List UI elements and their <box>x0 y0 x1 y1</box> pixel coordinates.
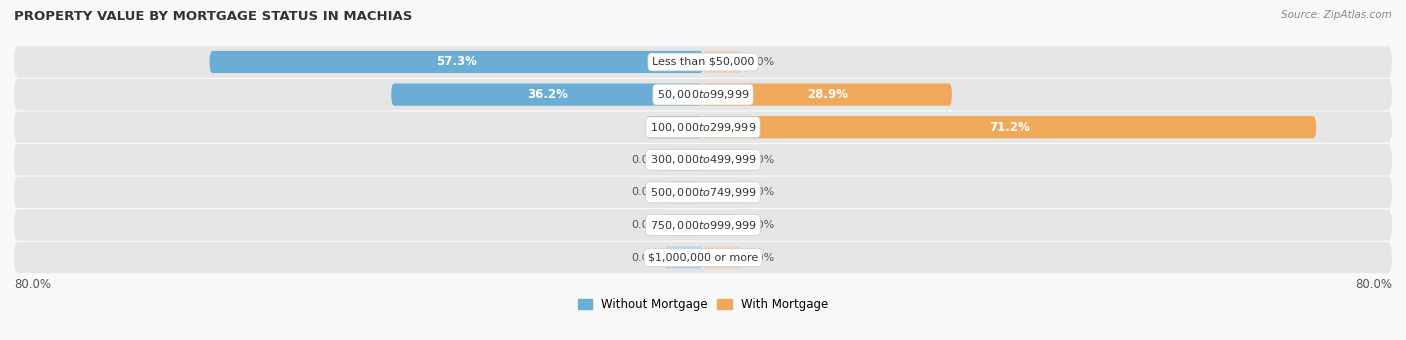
Text: $100,000 to $299,999: $100,000 to $299,999 <box>650 121 756 134</box>
FancyBboxPatch shape <box>391 84 703 106</box>
Text: $750,000 to $999,999: $750,000 to $999,999 <box>650 219 756 232</box>
Text: 0.0%: 0.0% <box>747 253 775 262</box>
FancyBboxPatch shape <box>703 214 742 236</box>
Text: 0.0%: 0.0% <box>747 155 775 165</box>
Text: 0.0%: 0.0% <box>631 187 659 198</box>
Text: PROPERTY VALUE BY MORTGAGE STATUS IN MACHIAS: PROPERTY VALUE BY MORTGAGE STATUS IN MAC… <box>14 10 412 23</box>
FancyBboxPatch shape <box>14 46 1392 78</box>
FancyBboxPatch shape <box>703 51 742 73</box>
FancyBboxPatch shape <box>664 214 703 236</box>
Legend: Without Mortgage, With Mortgage: Without Mortgage, With Mortgage <box>574 293 832 316</box>
FancyBboxPatch shape <box>14 177 1392 208</box>
FancyBboxPatch shape <box>14 209 1392 241</box>
FancyBboxPatch shape <box>703 149 742 171</box>
Text: 0.0%: 0.0% <box>631 220 659 230</box>
Text: $500,000 to $749,999: $500,000 to $749,999 <box>650 186 756 199</box>
FancyBboxPatch shape <box>703 181 742 203</box>
FancyBboxPatch shape <box>14 242 1392 273</box>
FancyBboxPatch shape <box>703 116 1316 138</box>
FancyBboxPatch shape <box>664 181 703 203</box>
FancyBboxPatch shape <box>647 116 703 138</box>
Text: 0.0%: 0.0% <box>747 187 775 198</box>
Text: $1,000,000 or more: $1,000,000 or more <box>648 253 758 262</box>
FancyBboxPatch shape <box>664 246 703 269</box>
Text: 6.5%: 6.5% <box>658 121 692 134</box>
FancyBboxPatch shape <box>209 51 703 73</box>
Text: 28.9%: 28.9% <box>807 88 848 101</box>
Text: Less than $50,000: Less than $50,000 <box>652 57 754 67</box>
Text: 0.0%: 0.0% <box>631 253 659 262</box>
Text: 57.3%: 57.3% <box>436 55 477 68</box>
Text: 36.2%: 36.2% <box>527 88 568 101</box>
Text: 80.0%: 80.0% <box>14 278 51 291</box>
Text: 0.0%: 0.0% <box>631 155 659 165</box>
FancyBboxPatch shape <box>664 149 703 171</box>
Text: $50,000 to $99,999: $50,000 to $99,999 <box>657 88 749 101</box>
Text: Source: ZipAtlas.com: Source: ZipAtlas.com <box>1281 10 1392 20</box>
FancyBboxPatch shape <box>703 246 742 269</box>
Text: 0.0%: 0.0% <box>747 220 775 230</box>
FancyBboxPatch shape <box>14 112 1392 143</box>
FancyBboxPatch shape <box>703 84 952 106</box>
Text: $300,000 to $499,999: $300,000 to $499,999 <box>650 153 756 166</box>
Text: 71.2%: 71.2% <box>990 121 1031 134</box>
FancyBboxPatch shape <box>14 144 1392 175</box>
Text: 80.0%: 80.0% <box>1355 278 1392 291</box>
Text: 0.0%: 0.0% <box>747 57 775 67</box>
FancyBboxPatch shape <box>14 79 1392 110</box>
